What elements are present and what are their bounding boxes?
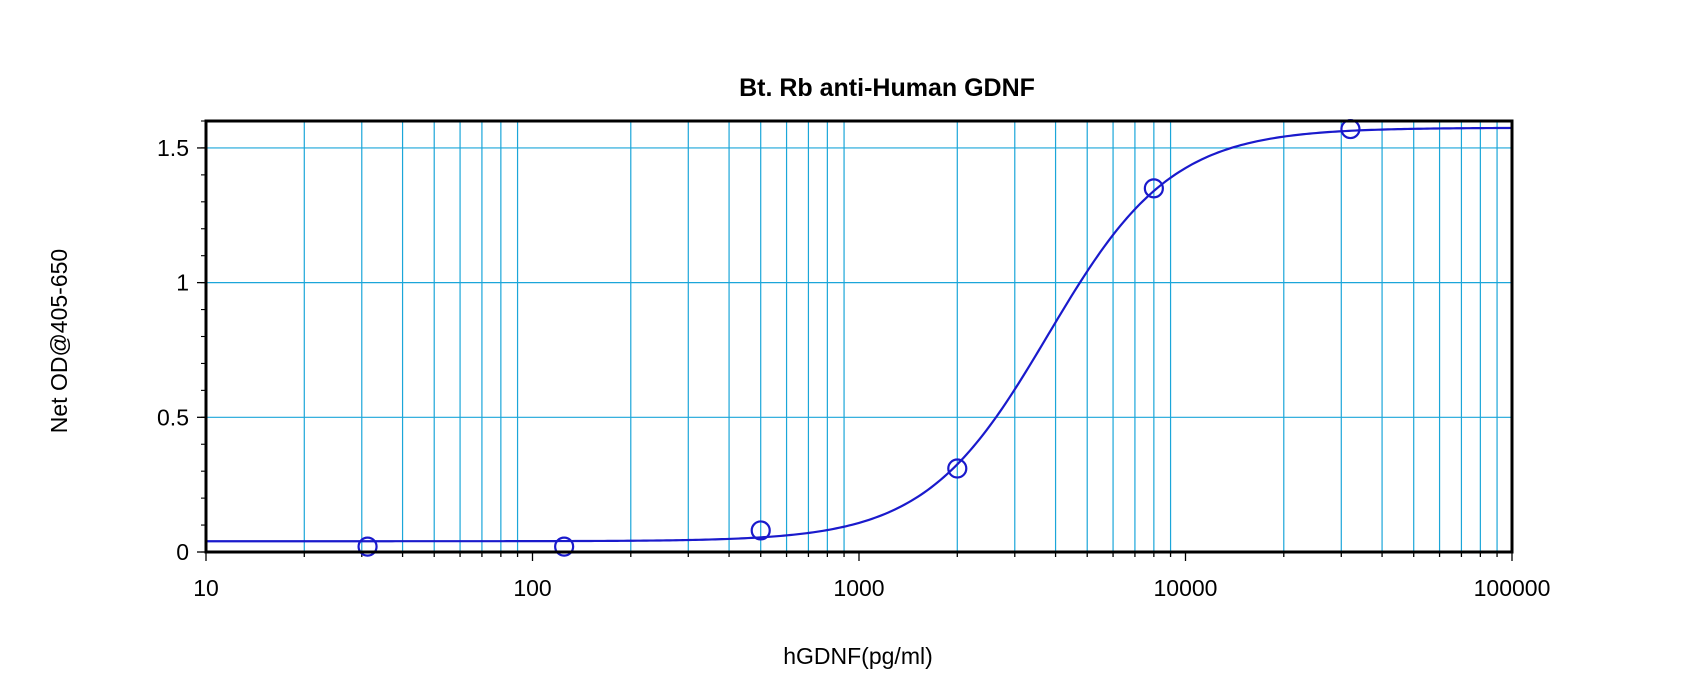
data-point [357,536,378,557]
chart-title: Bt. Rb anti-Human GDNF [739,74,1035,102]
data-point [554,536,575,557]
axis-ticks [197,120,1513,561]
x-tick-labels: 10 100 1000 10000 100000 [193,575,1550,601]
x-tick-label: 10000 [1154,575,1218,601]
data-point [1143,178,1164,199]
y-tick-label: 1 [176,270,189,296]
x-tick-label: 100 [513,575,551,601]
grid [206,121,1512,552]
data-point [947,458,968,479]
plot-frame [204,119,1514,554]
data-points [357,118,1361,557]
fit-curve-layer [206,126,1513,543]
y-tick-label: 0.5 [157,404,189,430]
x-axis-label: hGDNF(pg/ml) [783,643,933,669]
data-point [750,520,771,541]
y-tick-labels: 0 0.5 1 1.5 [157,135,189,565]
data-point [1340,118,1361,140]
fit-curve [206,126,1513,543]
y-tick-label: 1.5 [157,135,189,161]
y-tick-label: 0 [176,539,189,565]
x-tick-label: 10 [193,575,219,601]
y-axis-label: Net OD@405-650 [46,249,72,433]
x-tick-label: 100000 [1474,575,1551,601]
x-tick-label: 1000 [833,575,884,601]
